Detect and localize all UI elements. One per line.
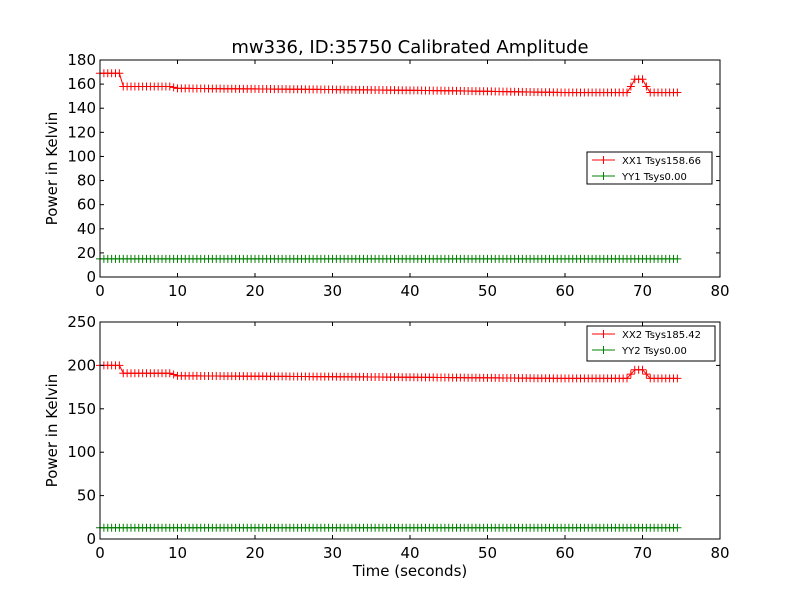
data-point-1-137 — [626, 82, 635, 91]
data-point-2-149 — [673, 254, 682, 263]
data-point-2-149 — [673, 523, 682, 532]
x-tick-label: 60 — [555, 282, 574, 300]
y-tick-label: 100 — [67, 147, 96, 165]
y-tick-label: 0 — [86, 268, 96, 286]
data-point-1-19 — [169, 83, 178, 92]
x-tick-label: 40 — [400, 544, 419, 562]
x-tick-label: 20 — [245, 544, 264, 562]
data-point-1-140 — [638, 75, 647, 84]
x-axis-label: Time (seconds) — [352, 562, 468, 580]
y-tick-label: 200 — [67, 356, 96, 374]
y-tick-label: 80 — [77, 172, 96, 190]
y-tick-label: 160 — [67, 75, 96, 93]
data-point-1-136 — [623, 374, 631, 383]
legend-label-2: YY2 Tsys0.00 — [621, 346, 687, 357]
data-point-1-5 — [115, 69, 124, 78]
x-tick-label: 20 — [245, 282, 264, 300]
legend-swatch-marker — [599, 330, 608, 338]
x-tick-label: 80 — [710, 544, 729, 562]
y-tick-label: 40 — [77, 220, 96, 238]
data-point-1-141 — [642, 82, 651, 91]
y-axis-label: Power in Kelvin — [43, 374, 61, 488]
legend-swatch-marker — [599, 346, 608, 354]
data-point-1-137 — [626, 370, 635, 379]
y-axis-label: Power in Kelvin — [43, 112, 61, 226]
legend-swatch-marker — [599, 156, 608, 164]
top-subplot: 0 10 20 30 40 50 60 70 80 0 20 40 60 80 100 120 140 160 18… — [43, 51, 730, 300]
data-point-1-18 — [165, 82, 174, 91]
legend-label-1: XX1 Tsys158.66 — [622, 156, 701, 167]
legend-swatch-marker — [599, 172, 608, 180]
y-tick-label: 60 — [77, 196, 96, 214]
legend-box — [586, 325, 716, 362]
data-point-1-19 — [169, 370, 178, 379]
data-point-1-140 — [638, 365, 647, 374]
y-tick-label: 100 — [67, 443, 96, 461]
x-tick-label: 70 — [633, 282, 652, 300]
data-point-1-141 — [642, 370, 651, 379]
y-tick-label: 140 — [67, 99, 96, 117]
x-tick-label: 10 — [168, 282, 187, 300]
x-tick-label: 70 — [633, 544, 652, 562]
x-tick-label: 0 — [95, 544, 105, 562]
x-tick-label: 50 — [478, 544, 497, 562]
data-point-1-5 — [115, 361, 124, 370]
y-tick-label: 20 — [77, 244, 96, 262]
data-point-1-149 — [673, 374, 682, 383]
x-tick-label: 60 — [555, 544, 574, 562]
legend-label-1: XX2 Tsys185.42 — [622, 330, 701, 341]
x-tick-label: 0 — [95, 282, 105, 300]
y-tick-label: 120 — [67, 123, 96, 141]
chart-title: mw336, ID:35750 Calibrated Amplitude — [231, 37, 588, 58]
data-point-1-18 — [165, 369, 174, 378]
data-point-1-136 — [623, 88, 631, 97]
y-tick-label: 180 — [67, 51, 96, 69]
x-tick-label: 30 — [323, 282, 342, 300]
legend-box — [586, 151, 713, 185]
y-tick-label: 0 — [86, 530, 96, 548]
series-line-1 — [100, 364, 678, 379]
x-tick-label: 40 — [400, 282, 419, 300]
x-tick-label: 50 — [478, 282, 497, 300]
y-tick-label: 150 — [67, 400, 96, 418]
x-tick-label: 10 — [168, 544, 187, 562]
x-tick-label: 80 — [710, 282, 729, 300]
y-tick-label: 50 — [77, 487, 96, 505]
bottom-subplot: 0 10 20 30 40 50 60 70 80 0 50 100 150 200 250 Power in… — [43, 313, 730, 580]
legend-label-2: YY1 Tsys0.00 — [621, 172, 687, 183]
y-tick-label: 250 — [67, 313, 96, 331]
x-tick-label: 30 — [323, 544, 342, 562]
data-point-1-149 — [673, 88, 682, 97]
